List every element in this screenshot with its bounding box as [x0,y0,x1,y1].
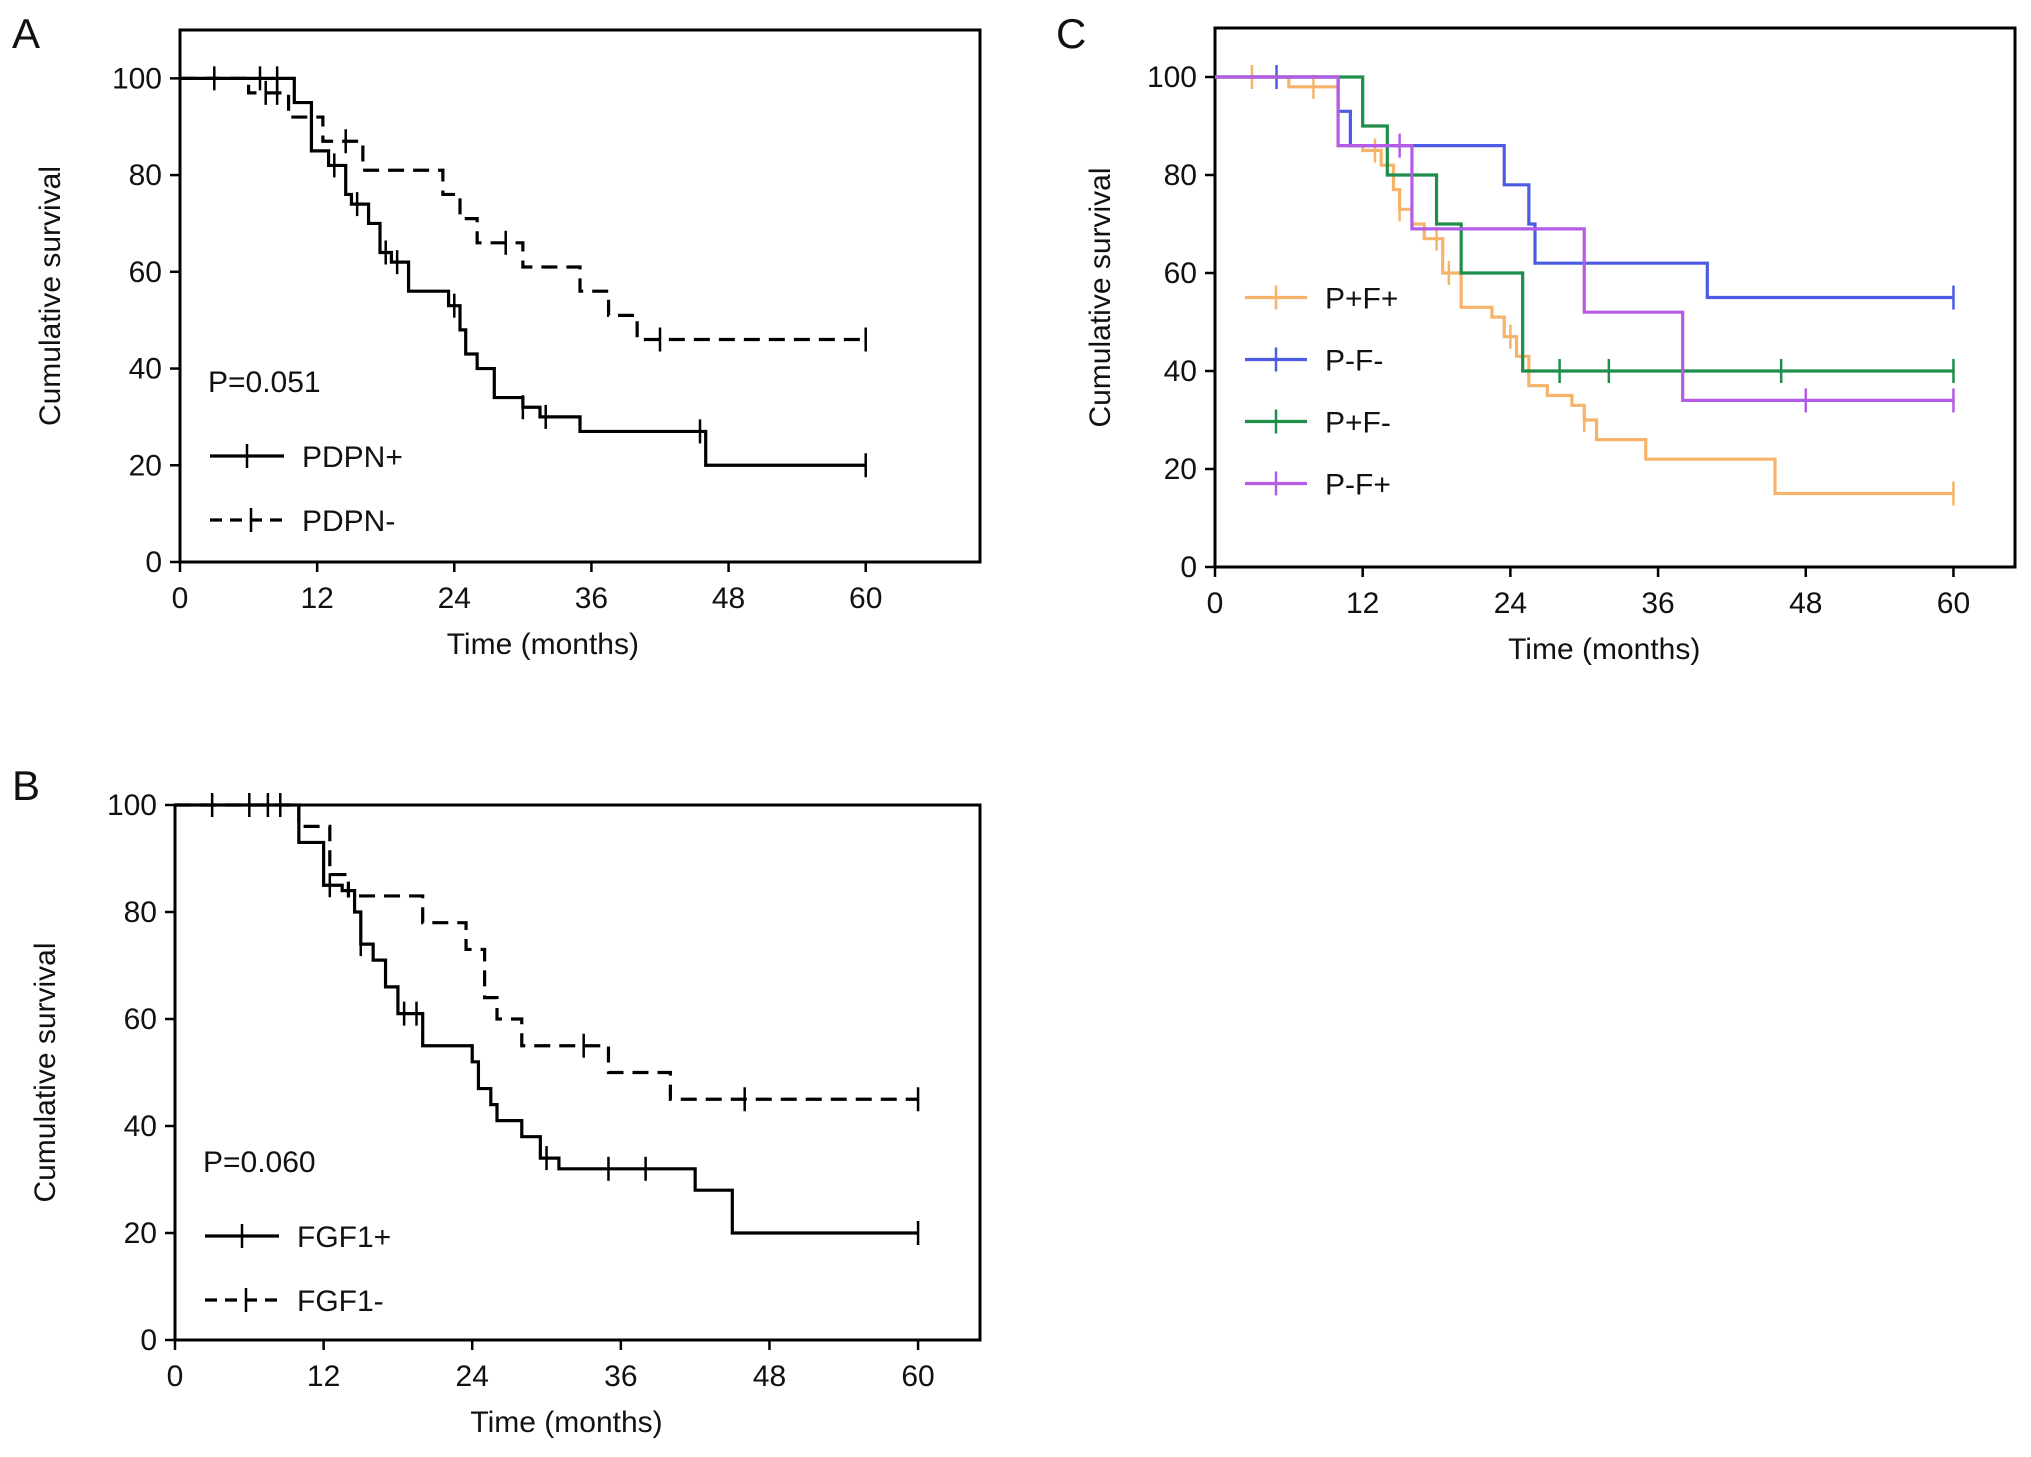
x-axis-title: Time (months) [470,1406,662,1439]
y-tick-label: 60 [124,1003,157,1036]
y-tick-label: 60 [1164,257,1197,290]
x-axis-title: Time (months) [1508,633,1700,666]
y-tick-label: 40 [129,353,162,386]
panel-a: A 0 12 24 36 48 60 0 20 40 60 80 100 Time (months) Cu… [12,10,982,661]
legend-label: PDPN- [302,505,395,538]
series-line-FGF1+ [175,803,919,1235]
y-tick-label: 0 [145,546,162,579]
x-tick-label: 48 [1789,587,1822,620]
series-line-P+F+ [1215,75,1954,496]
legend-label: P+F- [1325,407,1391,440]
series-line-P+F- [1215,75,1954,373]
x-tick-label: 24 [456,1360,489,1393]
panel-b: B 0 12 24 36 48 60 0 20 40 60 80 100 Time (months) Cu… [12,762,982,1439]
panel-letter-b: B [12,762,40,809]
series-line-P-F- [1215,75,1954,300]
y-tick-label: 80 [129,159,162,192]
legend-label: P-F+ [1325,469,1391,502]
series-line-P-F+ [1215,75,1954,402]
panel-letter-c: C [1056,10,1086,57]
legend-label: FGF1- [297,1285,384,1318]
panel-letter-a: A [12,10,40,57]
p-value-annotation: P=0.051 [208,366,321,399]
y-tick-label: 60 [129,256,162,289]
x-tick-label: 12 [1346,587,1379,620]
y-tick-label: 100 [107,789,157,822]
x-tick-label: 24 [1494,587,1527,620]
x-tick-label: 12 [300,582,333,615]
y-tick-label: 0 [140,1324,157,1357]
legend-label: P+F+ [1325,283,1398,316]
series-line-PDPN- [180,76,866,342]
legend-label: PDPN+ [302,441,403,474]
plot-frame [178,28,982,564]
x-tick-label: 60 [901,1360,934,1393]
x-tick-label: 36 [575,582,608,615]
y-tick-label: 0 [1180,551,1197,584]
y-tick-label: 100 [112,62,162,95]
plot-frame [173,803,982,1342]
y-tick-label: 80 [124,896,157,929]
legend-label: FGF1+ [297,1221,391,1254]
x-tick-label: 60 [1937,587,1970,620]
x-tick-label: 24 [438,582,471,615]
x-axis-title: Time (months) [447,628,639,661]
series-line-FGF1- [175,803,919,1101]
x-tick-label: 0 [1207,587,1224,620]
y-tick-label: 40 [124,1110,157,1143]
y-tick-label: 40 [1164,355,1197,388]
p-value-annotation: P=0.060 [203,1146,316,1179]
x-tick-label: 12 [307,1360,340,1393]
y-tick-label: 100 [1147,61,1197,94]
y-tick-label: 20 [124,1217,157,1250]
y-tick-label: 20 [1164,453,1197,486]
y-axis-title: Cumulative survival [29,942,62,1202]
x-tick-label: 0 [172,582,189,615]
panel-c: C 0 12 24 36 48 60 0 20 40 60 80 100 Time (months) Cu… [1056,10,2017,666]
x-tick-label: 36 [1641,587,1674,620]
y-tick-label: 20 [129,449,162,482]
y-axis-title: Cumulative survival [34,166,67,426]
y-tick-label: 80 [1164,159,1197,192]
x-tick-label: 48 [753,1360,786,1393]
x-tick-label: 60 [849,582,882,615]
x-tick-label: 48 [712,582,745,615]
x-tick-label: 36 [604,1360,637,1393]
plot-frame [1213,26,2017,569]
y-axis-title: Cumulative survival [1084,167,1117,427]
x-tick-label: 0 [167,1360,184,1393]
legend-label: P-F- [1325,345,1383,378]
